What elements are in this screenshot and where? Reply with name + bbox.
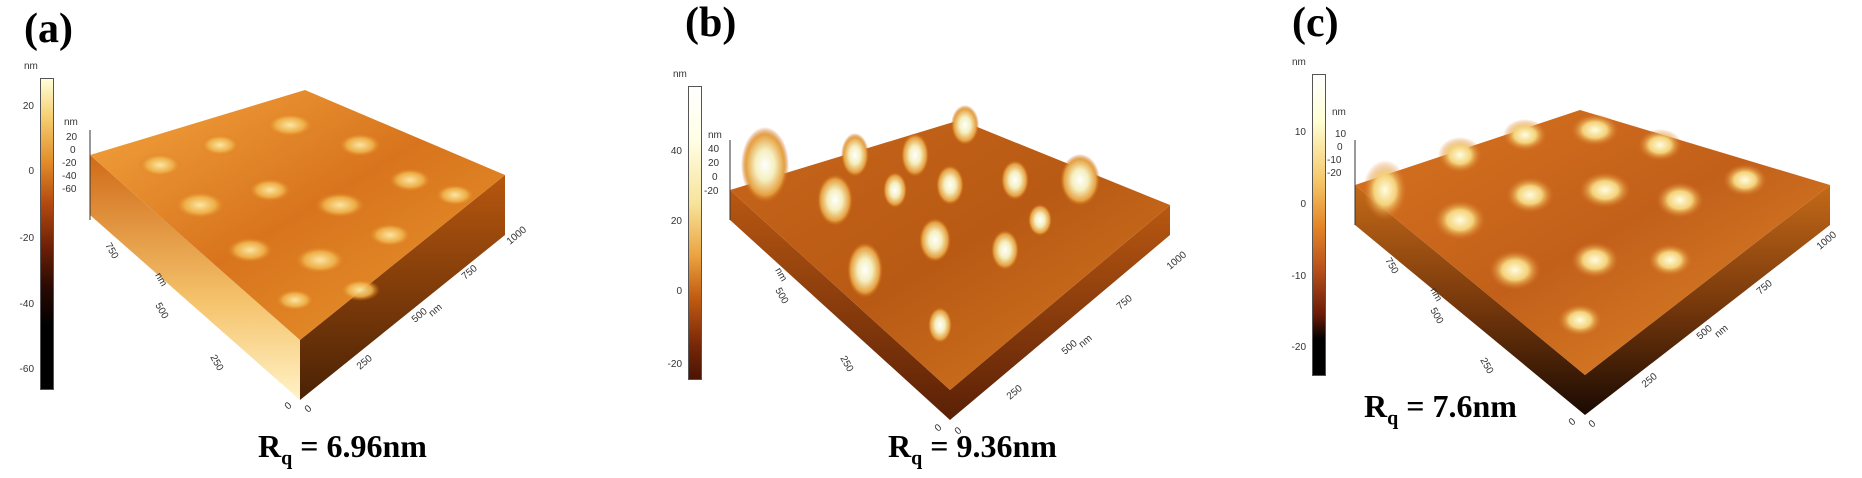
x-axis-tick: 750 [1115, 293, 1135, 312]
panel-label-c: (c) [1292, 0, 1339, 46]
afm-panel-c: (c) nm 10 0 -10 -20 [1270, 0, 1862, 478]
afm-surface-b: nm 40 20 0 -20 0 250 500 nm 0 250 500 75… [704, 105, 1189, 437]
surface-grains [1363, 114, 1767, 336]
colorbar-tick: 10 [1294, 127, 1306, 138]
afm-surface-a: nm 20 0 -20 -40 -60 0 250 500 750 nm 0 2… [62, 90, 529, 415]
colorbar-tick: 40 [670, 146, 682, 157]
y-axis-tick: 0 [933, 422, 945, 434]
surface-front-left-wall [730, 190, 950, 420]
afm-panel-a: (a) nm 20 0 -20 -40 -60 [0, 0, 620, 478]
x-axis-tick: 1000 [1165, 249, 1189, 272]
z-axis-tick: 20 [66, 132, 78, 143]
rq-value-a: Rq = 6.96nm [258, 428, 427, 470]
surface-front-right-wall [950, 205, 1170, 420]
rq-subscript: q [911, 447, 923, 470]
panel-label-b: (b) [685, 0, 737, 46]
colorbar-tick: -20 [667, 359, 682, 370]
colorbar-gradient [1312, 74, 1326, 376]
colorbar-tick: 0 [1300, 199, 1306, 210]
afm-panel-b: (b) nm 40 20 0 -20 [640, 0, 1260, 478]
y-axis-tick: 250 [837, 354, 855, 374]
rq-symbol: R [258, 428, 282, 464]
surface-front-right-wall [1585, 185, 1830, 415]
y-axis-tick: 0 [1567, 416, 1579, 428]
y-axis-tick: 250 [1477, 356, 1495, 376]
z-axis-tick: 0 [712, 172, 718, 183]
surface-peaks [741, 105, 1100, 343]
x-axis-tick: 250 [1005, 383, 1025, 402]
x-axis-tick: 0 [303, 403, 315, 415]
z-axis-unit: nm [64, 117, 78, 128]
rq-value-b: Rq = 9.36nm [888, 428, 1057, 470]
y-axis-tick: 500 [1427, 306, 1445, 326]
surface-top [90, 90, 505, 340]
z-axis-tick: 10 [1335, 129, 1347, 140]
z-axis-tick: -20 [1327, 168, 1342, 179]
colorbar-tick: -10 [1291, 271, 1306, 282]
z-axis-unit: nm [1332, 107, 1346, 118]
x-axis-tick: 250 [355, 353, 375, 372]
rq-symbol: R [1364, 388, 1388, 424]
y-axis-tick: 500 [152, 301, 170, 321]
rq-value-c: Rq = 7.6nm [1364, 388, 1517, 430]
z-axis-tick: -20 [62, 158, 77, 169]
x-axis-tick: 0 [953, 425, 965, 437]
z-axis-tick: -60 [62, 184, 77, 195]
panel-label-a: (a) [24, 6, 73, 52]
x-axis-unit: nm [1077, 333, 1095, 350]
z-axis-tick: 0 [70, 145, 76, 156]
colorbar-tick: -60 [19, 364, 34, 375]
rq-text: = 7.6nm [1398, 388, 1517, 424]
rq-subscript: q [1387, 407, 1399, 430]
colorbar-tick: -20 [19, 233, 34, 244]
colorbar-tick: -40 [19, 299, 34, 310]
x-axis-tick: 0 [1587, 418, 1599, 430]
x-axis-unit: nm [427, 302, 445, 319]
rq-text: = 9.36nm [922, 428, 1057, 464]
z-axis-tick: 0 [1337, 142, 1343, 153]
x-axis-tick: 250 [1640, 371, 1660, 390]
surface-front-right-wall [300, 175, 505, 400]
colorbar-tick: 20 [22, 101, 34, 112]
colorbar-gradient [688, 86, 702, 380]
colorbar-tick: 20 [670, 216, 682, 227]
colorbar-tick: 0 [28, 166, 34, 177]
colorbar-unit: nm [673, 69, 687, 80]
rq-symbol: R [888, 428, 912, 464]
x-axis-unit: nm [1713, 323, 1731, 340]
colorbar-unit: nm [1292, 57, 1306, 68]
colorbar-tick: 0 [676, 286, 682, 297]
rq-text: = 6.96nm [292, 428, 427, 464]
x-axis-tick: 1000 [505, 224, 529, 247]
z-axis-tick: -20 [704, 186, 719, 197]
colorbar-tick: -20 [1291, 342, 1306, 353]
surface-grains [138, 113, 475, 311]
y-axis-tick: 500 [772, 286, 790, 306]
y-axis-tick: 0 [283, 400, 295, 412]
z-axis-tick: -40 [62, 171, 77, 182]
surface-front-left-wall [90, 155, 300, 400]
z-axis-tick: -10 [1327, 155, 1342, 166]
z-axis-tick: 40 [708, 144, 720, 155]
z-axis-unit: nm [708, 130, 722, 141]
surface-front-left-wall [1355, 185, 1585, 415]
colorbar-unit: nm [24, 61, 38, 72]
y-axis-tick: 750 [102, 241, 120, 261]
y-axis-tick: 250 [207, 353, 225, 373]
rq-subscript: q [281, 447, 293, 470]
colorbar-gradient [40, 78, 54, 390]
afm-surface-c: nm 10 0 -10 -20 0 250 500 750 nm 0 250 5… [1327, 107, 1839, 430]
z-axis-tick: 20 [708, 158, 720, 169]
